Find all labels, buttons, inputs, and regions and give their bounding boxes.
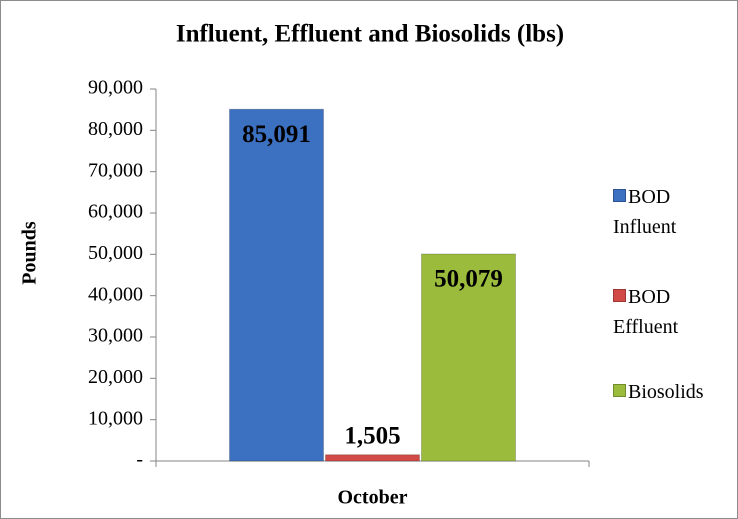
- y-tick-label: 50,000: [88, 242, 143, 264]
- legend-swatch: [613, 384, 626, 397]
- data-label: 85,091: [242, 121, 311, 148]
- y-tick-label: 30,000: [88, 325, 143, 347]
- legend-label: Biosolids: [628, 381, 704, 403]
- bar-shade: [229, 108, 324, 462]
- y-tick-label: 70,000: [88, 159, 143, 181]
- legend-entry: BOD Effluent: [613, 282, 717, 342]
- legend-swatch: [613, 189, 626, 202]
- y-tick-label: 60,000: [88, 201, 143, 223]
- data-label: 50,079: [434, 266, 503, 293]
- y-tick-label: 20,000: [88, 366, 143, 388]
- data-label: 1,505: [344, 423, 400, 450]
- bar-shade: [325, 454, 420, 462]
- legend-entry: BOD Influent: [613, 182, 717, 242]
- x-tick-label: October: [338, 487, 408, 509]
- bar-shade: [421, 253, 516, 462]
- chart-title: Influent, Effluent and Biosolids (lbs): [176, 21, 564, 48]
- legend-label: BOD Effluent: [613, 286, 679, 338]
- y-axis-title: Pounds: [19, 221, 41, 285]
- y-tick-label: 90,000: [88, 77, 143, 99]
- legend-entry: Biosolids: [613, 377, 717, 407]
- y-tick-label: 80,000: [88, 118, 143, 140]
- y-tick-label: -: [136, 449, 143, 471]
- legend-swatch: [613, 289, 626, 302]
- y-tick-label: 10,000: [88, 407, 143, 429]
- legend-label: BOD Influent: [613, 186, 677, 238]
- y-tick-label: 40,000: [88, 283, 143, 305]
